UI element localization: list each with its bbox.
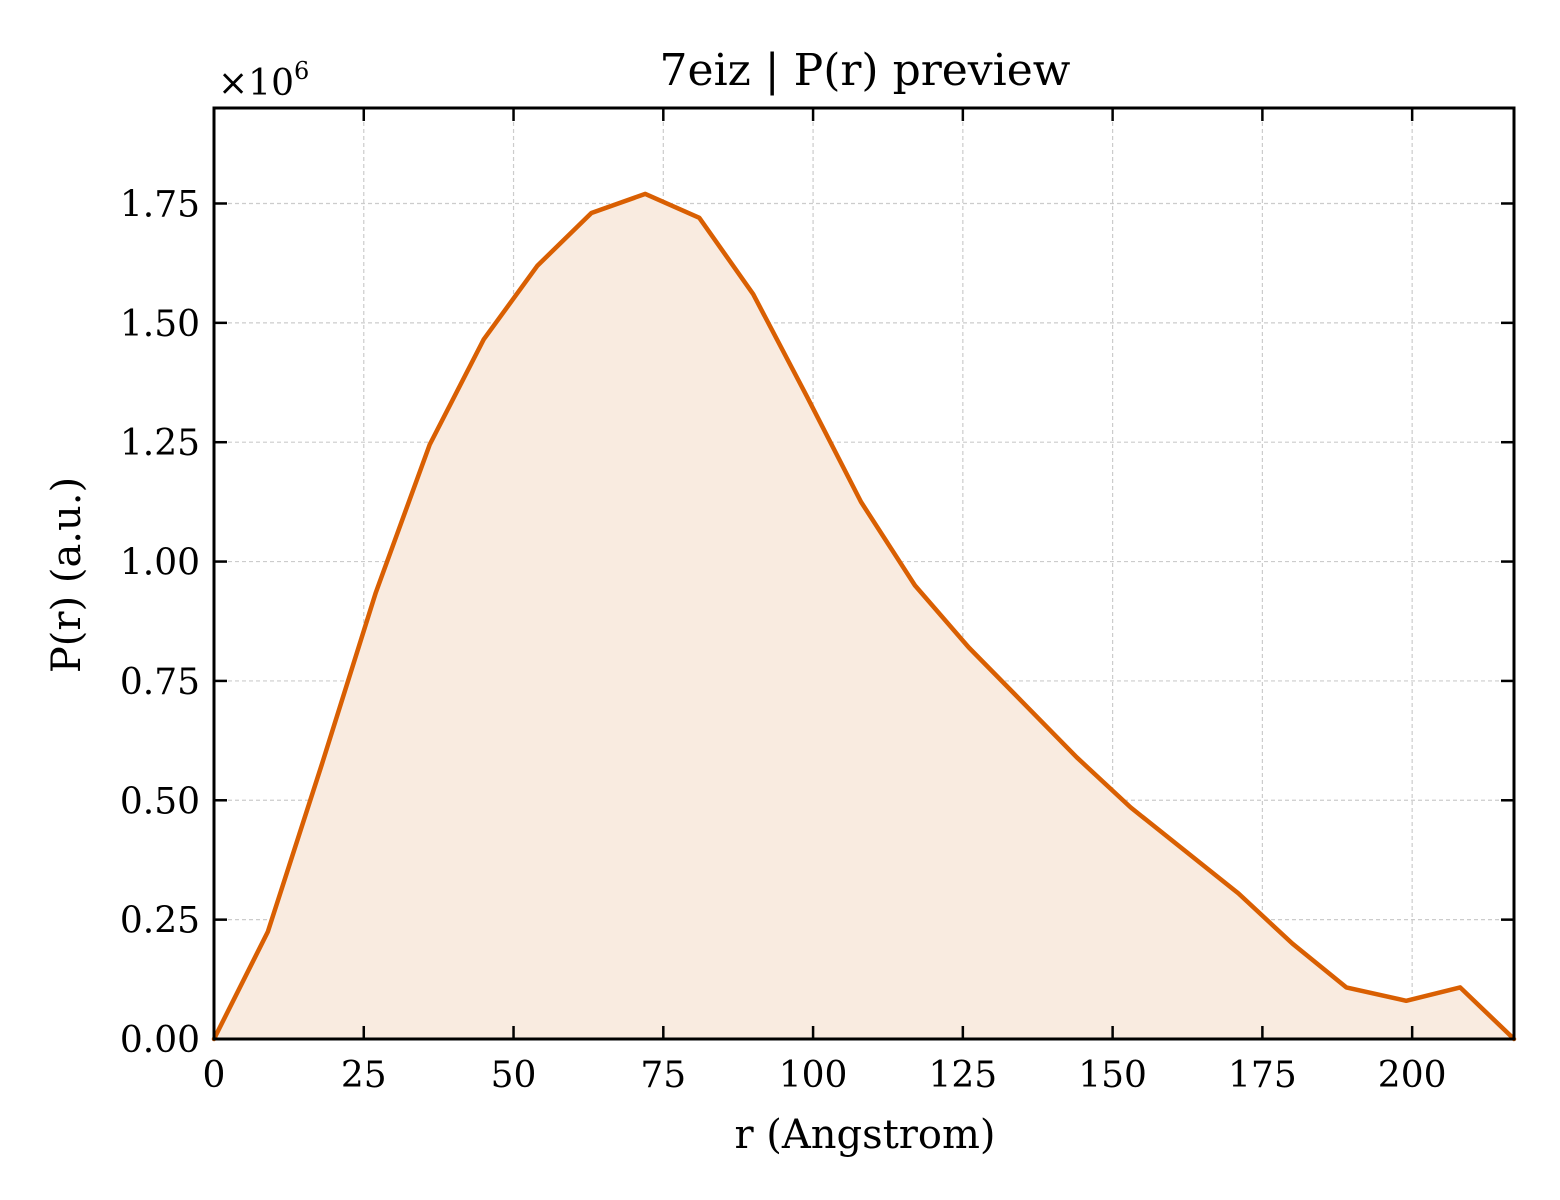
multiplier-base: ×10 xyxy=(218,63,294,104)
y-tick-label: 1.25 xyxy=(120,423,200,464)
x-tick-label: 100 xyxy=(779,1055,848,1096)
y-tick-label: 0.50 xyxy=(120,781,200,822)
area-fill xyxy=(214,193,1514,1039)
y-tick-label: 1.50 xyxy=(120,304,200,345)
x-tick-label: 25 xyxy=(341,1055,387,1096)
x-tick-label: 75 xyxy=(640,1055,686,1096)
y-axis-multiplier: ×106 xyxy=(218,57,309,104)
chart-title: 7eiz | P(r) preview xyxy=(660,45,1071,96)
y-tick-label: 1.75 xyxy=(120,184,200,225)
y-axis-label: P(r) (a.u.) xyxy=(44,477,90,673)
x-tick-label: 175 xyxy=(1228,1055,1297,1096)
x-tick-label: 125 xyxy=(928,1055,997,1096)
axis-ticks: 0 25 50 75 100 125 150 175 200 0.00 0.25 0.50 0.75 1.… xyxy=(120,108,1514,1096)
y-tick-label: 0.75 xyxy=(120,662,200,703)
multiplier-exponent: 6 xyxy=(294,57,309,85)
x-tick-label: 50 xyxy=(491,1055,537,1096)
y-tick-label: 0.00 xyxy=(120,1020,200,1061)
x-tick-label: 200 xyxy=(1378,1055,1447,1096)
y-tick-label: 0.25 xyxy=(120,901,200,942)
x-tick-label: 0 xyxy=(203,1055,226,1096)
plot-frame xyxy=(212,106,1516,1041)
y-tick-label: 1.00 xyxy=(120,543,200,584)
x-tick-label: 150 xyxy=(1078,1055,1147,1096)
x-axis-label: r (Angstrom) xyxy=(734,1112,995,1158)
